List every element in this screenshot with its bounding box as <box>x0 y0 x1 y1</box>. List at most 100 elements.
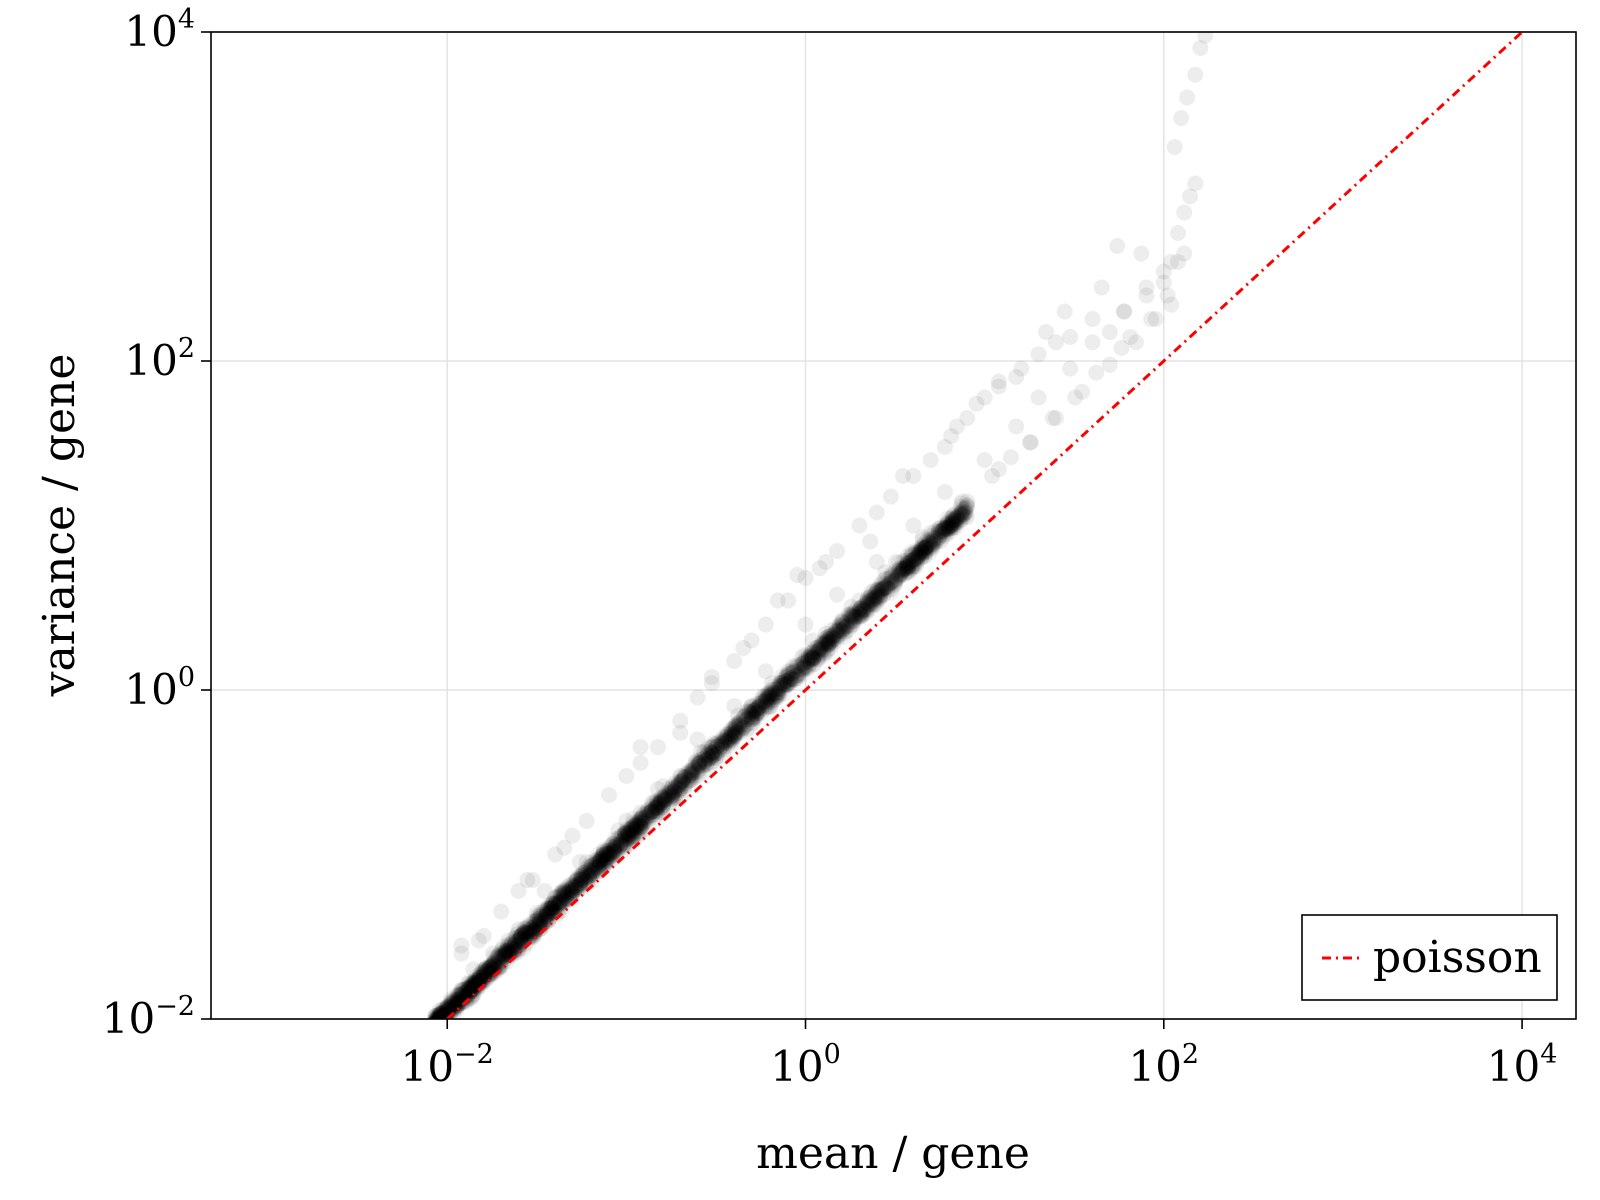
scatter-point <box>689 731 706 748</box>
scatter-point <box>907 558 924 575</box>
scatter-point <box>671 777 688 794</box>
scatter-point <box>500 932 517 949</box>
scatter-point <box>594 856 611 873</box>
scatter-point <box>935 520 952 537</box>
scatter-point <box>870 588 887 605</box>
scatter-point <box>883 584 900 601</box>
scatter-point <box>591 856 608 873</box>
scatter-point <box>449 991 466 1008</box>
scatter-point <box>513 927 530 944</box>
scatter-point <box>427 1022 443 1038</box>
scatter-point <box>666 784 683 801</box>
scatter-point <box>653 789 670 806</box>
scatter-point <box>693 751 710 768</box>
scatter-point <box>659 788 676 805</box>
scatter-point <box>558 893 575 910</box>
scatter-point <box>922 534 939 551</box>
scatter-point <box>858 592 875 609</box>
scatter-point <box>953 511 970 528</box>
scatter-point <box>499 942 516 959</box>
scatter-point <box>803 648 820 665</box>
scatter-point <box>470 971 487 988</box>
scatter-point <box>612 837 629 854</box>
scatter-point <box>731 715 748 732</box>
scatter-point <box>619 821 636 838</box>
scatter-point <box>937 519 954 536</box>
scatter-point <box>697 751 714 768</box>
scatter-point <box>599 846 616 863</box>
scatter-point <box>493 946 510 963</box>
scatter-point <box>925 532 942 549</box>
scatter-point <box>671 774 688 791</box>
scatter-point <box>431 1007 448 1019</box>
scatter-point <box>685 759 702 776</box>
scatter-point <box>764 687 781 704</box>
scatter-point <box>759 697 776 714</box>
scatter-point <box>668 773 685 790</box>
scatter-point <box>664 786 681 803</box>
scatter-point <box>706 743 723 760</box>
scatter-point <box>909 551 926 568</box>
scatter-point <box>438 1001 455 1018</box>
scatter-point <box>720 732 737 749</box>
scatter-point <box>924 540 941 557</box>
scatter-point <box>697 746 714 763</box>
scatter-point <box>707 743 724 760</box>
scatter-point <box>917 547 934 564</box>
scatter-point <box>952 507 969 524</box>
scatter-point <box>852 601 869 618</box>
scatter-point <box>676 775 693 792</box>
scatter-point <box>485 955 502 972</box>
scatter-point <box>779 677 796 694</box>
scatter-point <box>750 700 767 717</box>
scatter-point <box>626 817 643 834</box>
scatter-point <box>429 1010 446 1019</box>
scatter-point <box>587 862 604 879</box>
scatter-point <box>819 628 836 645</box>
scatter-point <box>728 723 745 740</box>
scatter-point <box>880 582 897 599</box>
scatter-point <box>841 606 858 623</box>
scatter-point <box>493 942 510 959</box>
scatter-point <box>510 937 527 954</box>
scatter-point <box>537 910 554 927</box>
scatter-point <box>899 554 916 571</box>
scatter-point <box>555 893 572 910</box>
scatter-point <box>618 768 635 785</box>
scatter-point <box>586 859 603 876</box>
scatter-point <box>564 827 581 844</box>
scatter-point <box>1056 303 1073 320</box>
scatter-point <box>773 674 790 691</box>
scatter-point <box>725 722 742 739</box>
scatter-point <box>691 756 708 773</box>
scatter-point <box>900 558 917 575</box>
scatter-point <box>463 981 480 998</box>
scatter-point <box>709 745 726 762</box>
scatter-point <box>588 851 605 868</box>
scatter-point <box>600 846 617 863</box>
scatter-point <box>912 546 929 563</box>
scatter-point <box>609 830 626 847</box>
scatter-point <box>872 583 889 600</box>
scatter-point <box>692 754 709 771</box>
scatter-point <box>631 817 648 834</box>
scatter-point <box>447 995 464 1012</box>
scatter-point <box>911 543 928 560</box>
scatter-point <box>619 836 636 853</box>
scatter-point <box>632 754 649 771</box>
scatter-point <box>432 1010 449 1019</box>
scatter-point <box>643 798 660 815</box>
scatter-point <box>760 693 777 710</box>
scatter-point <box>745 702 762 719</box>
scatter-point <box>478 960 495 977</box>
scatter-point <box>551 894 568 911</box>
scatter-point <box>485 956 502 973</box>
scatter-point <box>521 919 538 936</box>
scatter-point <box>542 900 559 917</box>
scatter-point <box>431 1015 445 1019</box>
scatter-point <box>751 698 768 715</box>
scatter-point <box>932 526 949 543</box>
scatter-point <box>712 734 729 751</box>
scatter-point <box>563 885 580 902</box>
scatter-point <box>800 657 817 674</box>
